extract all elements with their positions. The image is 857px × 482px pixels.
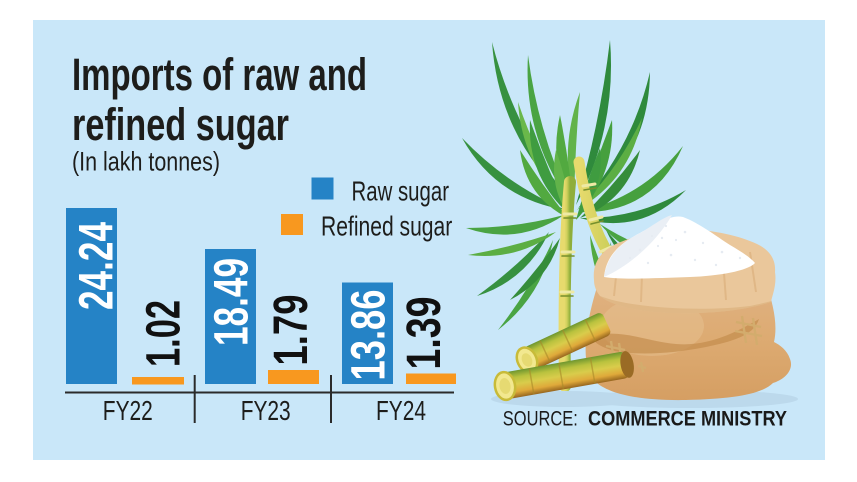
- svg-text:COMMERCE MINISTRY: COMMERCE MINISTRY: [588, 408, 787, 431]
- svg-text:FY22: FY22: [103, 395, 153, 426]
- svg-text:(In lakh tonnes): (In lakh tonnes): [72, 147, 220, 177]
- svg-text:SOURCE:: SOURCE:: [503, 408, 578, 431]
- svg-text:18.49: 18.49: [206, 258, 259, 346]
- svg-text:FY24: FY24: [376, 395, 426, 426]
- svg-text:1.02: 1.02: [138, 300, 191, 367]
- svg-text:Imports of raw and: Imports of raw and: [72, 49, 367, 100]
- svg-text:Raw sugar: Raw sugar: [352, 176, 450, 207]
- svg-text:1.39: 1.39: [398, 297, 451, 370]
- svg-text:13.86: 13.86: [343, 290, 396, 381]
- svg-text:refined sugar: refined sugar: [72, 99, 289, 150]
- svg-text:1.79: 1.79: [265, 295, 318, 366]
- svg-text:24.24: 24.24: [71, 222, 124, 310]
- svg-text:Refined sugar: Refined sugar: [321, 210, 452, 241]
- svg-text:FY23: FY23: [241, 395, 291, 426]
